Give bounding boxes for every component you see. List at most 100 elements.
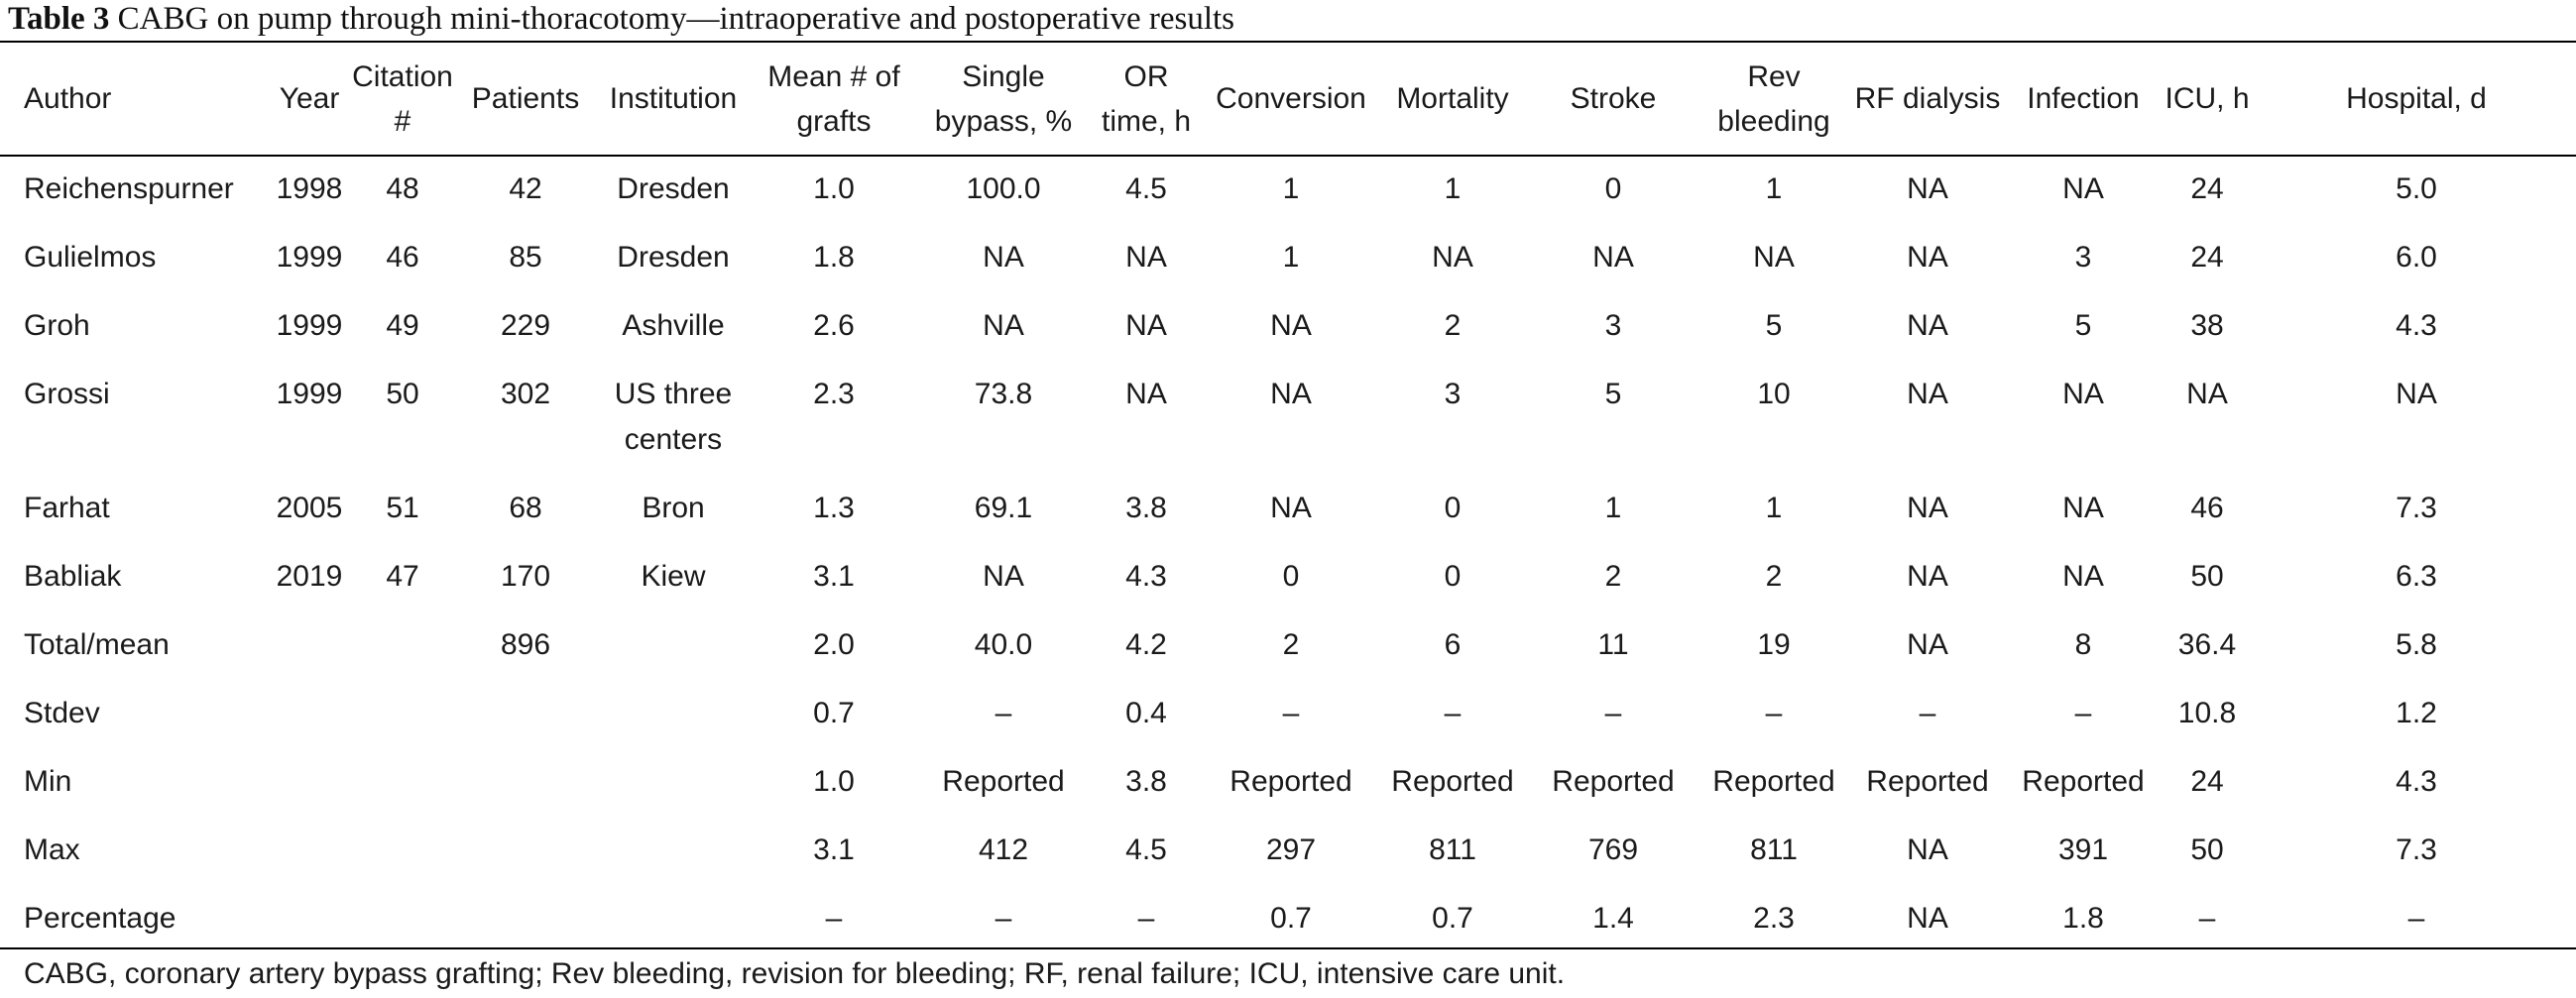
header-cell: Single bypass, % <box>934 59 1073 138</box>
results-table: Author Year Citation # Patients Institut… <box>0 43 2576 952</box>
table-cell: – <box>1137 902 1155 935</box>
table-cell: – <box>1919 697 1936 729</box>
table-cell: NA <box>1125 309 1167 342</box>
row-label-cell: Grossi <box>24 378 110 410</box>
top-rule <box>0 41 2576 43</box>
table-cell: 10.8 <box>2177 697 2237 729</box>
row-label-cell: Total/mean <box>24 628 170 661</box>
table-cell: NA <box>1270 378 1312 410</box>
table-cell: – <box>1765 697 1783 729</box>
table-cell: 49 <box>386 309 419 342</box>
table-cell: 391 <box>2057 833 2109 866</box>
table-cell: 4.5 <box>1125 172 1167 205</box>
table-cell <box>349 610 456 679</box>
table-cell: 24 <box>2190 765 2224 798</box>
table-cell: – <box>995 902 1012 935</box>
row-label-cell: Groh <box>24 309 90 342</box>
table-cell: NA <box>983 560 1024 593</box>
table-cell: NA <box>2062 172 2104 205</box>
table-cell: 811 <box>1429 833 1476 866</box>
table-cell: NA <box>1125 241 1167 274</box>
table-cell: Reported <box>1552 765 1675 798</box>
table-cell: 2.3 <box>1753 902 1795 935</box>
table-cell <box>349 884 456 952</box>
table-row: Babliak 2019 47 170 Kiew 3.1 NA 4.3 0 0 2 2 NA NA 50 6.… <box>0 542 2576 610</box>
table-cell <box>349 816 456 884</box>
table-label: Table 3 <box>8 1 110 37</box>
table-cell: NA <box>1753 241 1795 274</box>
table-cell: 46 <box>2190 492 2224 524</box>
table-cell: 6 <box>1444 628 1462 661</box>
header-cell: Patients <box>471 82 580 115</box>
table-cell: 302 <box>500 378 551 410</box>
table-cell: 3 <box>2074 241 2092 274</box>
header-row: Author Year Citation # Patients Institut… <box>0 43 2576 155</box>
table-row: Grossi 1999 50 302 US three centers 2.3 73.8 NA… <box>0 360 2576 474</box>
table-cell: Kiew <box>641 560 706 593</box>
table-row: Gulielmos 1999 46 85 Dresden 1.8 NA NA 1 NA NA NA NA… <box>0 223 2576 291</box>
table-cell: 50 <box>386 378 419 410</box>
table-cell: 4.3 <box>2396 765 2437 798</box>
row-label-cell: Max <box>24 833 80 866</box>
table-cell: 170 <box>500 560 551 593</box>
table-cell: NA <box>1907 492 1948 524</box>
header-cell: Mortality <box>1396 82 1509 115</box>
table-cell: 11 <box>1597 628 1629 661</box>
row-label-cell: Percentage <box>24 902 176 935</box>
table-cell: NA <box>1432 241 1473 274</box>
header-cell: Year <box>279 82 340 115</box>
table-cell: 811 <box>1750 833 1798 866</box>
table-cell <box>349 679 456 747</box>
table-cell: 36.4 <box>2177 628 2237 661</box>
table-cell: 0.7 <box>1270 902 1312 935</box>
table-row: Groh 1999 49 229 Ashville 2.6 NA NA NA 2 3 5 NA 5 38 4.… <box>0 291 2576 360</box>
table-cell: 2 <box>1444 309 1462 342</box>
table-cell: Ashville <box>622 309 725 342</box>
table-cell: – <box>1604 697 1622 729</box>
table-cell: 2 <box>1282 628 1300 661</box>
header-cell: Institution <box>609 82 738 115</box>
header-cell: OR time, h <box>1101 59 1192 138</box>
table-cell: 40.0 <box>974 628 1033 661</box>
table-cell: 1999 <box>276 378 343 410</box>
table-cell: 24 <box>2190 241 2224 274</box>
table-cell: 6.0 <box>2396 241 2437 274</box>
table-cell: 2 <box>1765 560 1783 593</box>
table-row: Farhat 2005 51 68 Bron 1.3 69.1 3.8 NA 0 1 1 NA NA 46 7… <box>0 474 2576 542</box>
table-cell: 2.6 <box>813 309 855 342</box>
table-cell: NA <box>1270 309 1312 342</box>
header-cell: Conversion <box>1216 82 1366 115</box>
table-cell: 4.2 <box>1125 628 1167 661</box>
table-cell: 3 <box>1444 378 1462 410</box>
table-cell: NA <box>1270 492 1312 524</box>
table-cell: 1.8 <box>813 241 855 274</box>
table-row: Max 3.1 412 4.5 297 811 769 811 NA 391 50 7.3 <box>0 816 2576 884</box>
table-cell: NA <box>1907 241 1948 274</box>
table-cell: US three centers <box>614 378 733 456</box>
table-cell <box>456 816 595 884</box>
table-cell: 38 <box>2190 309 2224 342</box>
header-cell: Hospital, d <box>2346 82 2487 115</box>
table-cell: 1 <box>1604 492 1622 524</box>
table-cell <box>270 610 349 679</box>
table-cell: 68 <box>509 492 542 524</box>
table-cell <box>595 747 752 816</box>
table-cell: Bron <box>642 492 705 524</box>
header-cell: Infection <box>2027 82 2140 115</box>
header-cell: RF dialysis <box>1854 82 2001 115</box>
header-cell: ICU, h <box>2165 82 2250 115</box>
table-cell: 2.3 <box>813 378 855 410</box>
table-cell: 3.8 <box>1125 765 1167 798</box>
table-cell: 1 <box>1444 172 1462 205</box>
table-cell: 1999 <box>276 309 343 342</box>
table-cell: 48 <box>386 172 419 205</box>
table-cell: 3.8 <box>1125 492 1167 524</box>
table-cell: NA <box>1907 378 1948 410</box>
table-cell: Reported <box>1866 765 1989 798</box>
table-cell: 412 <box>978 833 1029 866</box>
table-cell: Dresden <box>617 172 730 205</box>
table-cell: 229 <box>500 309 551 342</box>
table-cell: 0 <box>1604 172 1622 205</box>
row-label-cell: Farhat <box>24 492 110 524</box>
table-cell: Reported <box>1712 765 1835 798</box>
